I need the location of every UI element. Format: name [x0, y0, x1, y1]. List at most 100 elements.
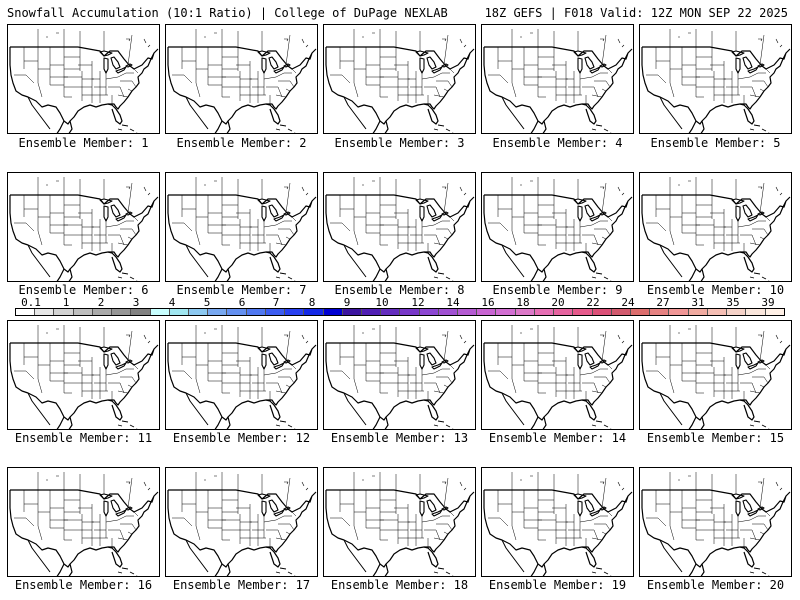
ensemble-member-label: Ensemble Member: 18: [330, 578, 469, 592]
colorbar-segment: [515, 309, 535, 315]
ensemble-member-label: Ensemble Member: 2: [176, 136, 307, 150]
colorbar-tick: 8: [308, 296, 316, 309]
ensemble-member-label: Ensemble Member: 17: [172, 578, 311, 592]
colorbar-segment: [285, 309, 305, 315]
colorbar-tick: 16: [481, 296, 495, 309]
ensemble-member-map: [639, 172, 792, 282]
ensemble-member-label: Ensemble Member: 15: [646, 431, 785, 445]
ensemble-member-label: Ensemble Member: 13: [330, 431, 469, 445]
colorbar-segment: [131, 309, 151, 315]
ensemble-member-map: [639, 467, 792, 577]
colorbar-tick: 6: [238, 296, 246, 309]
colorbar-segment: [73, 309, 93, 315]
colorbar-tick: 27: [656, 296, 670, 309]
ensemble-member-map: [481, 467, 634, 577]
ensemble-member-map: [323, 320, 476, 430]
colorbar-segment: [592, 309, 612, 315]
colorbar-segment: [631, 309, 651, 315]
colorbar-segment: [92, 309, 113, 315]
ensemble-member-map: [639, 320, 792, 430]
ensemble-member-map: [7, 320, 160, 430]
colorbar-segment: [746, 309, 766, 315]
ensemble-member-label: Ensemble Member: 6: [18, 283, 149, 297]
ensemble-member-label: Ensemble Member: 14: [488, 431, 627, 445]
ensemble-member-map: [165, 320, 318, 430]
ensemble-member-label: Ensemble Member: 19: [488, 578, 627, 592]
colorbar-segment: [188, 309, 209, 315]
ensemble-member-map: [7, 467, 160, 577]
ensemble-member-map: [323, 172, 476, 282]
colorbar-segment: [112, 309, 132, 315]
valid-time-label: 18Z GEFS | F018 Valid: 12Z MON SEP 22 20…: [484, 6, 788, 20]
ensemble-member-map: [165, 24, 318, 134]
colorbar-tick: 9: [343, 296, 351, 309]
map-title: Snowfall Accumulation (10:1 Ratio) | Col…: [7, 6, 448, 20]
ensemble-member-label: Ensemble Member: 7: [176, 283, 307, 297]
colorbar-segment: [265, 309, 286, 315]
colorbar-segment: [304, 309, 324, 315]
colorbar-tick: 10: [375, 296, 389, 309]
colorbar-segment: [16, 309, 36, 315]
colorbar-segment: [727, 309, 747, 315]
colorbar-tick: 39: [761, 296, 775, 309]
colorbar-tick: 31: [691, 296, 705, 309]
colorbar-segment: [669, 309, 689, 315]
colorbar-tick: 20: [551, 296, 565, 309]
ensemble-member-label: Ensemble Member: 10: [646, 283, 785, 297]
colorbar-tick: 35: [726, 296, 740, 309]
colorbar-segment: [323, 309, 343, 315]
ensemble-member-label: Ensemble Member: 20: [646, 578, 785, 592]
colorbar-segment: [150, 309, 170, 315]
colorbar-segment: [765, 309, 784, 315]
ensemble-member-map: [7, 24, 160, 134]
colorbar-segment: [554, 309, 574, 315]
ensemble-member-map: [165, 467, 318, 577]
colorbar-segment: [361, 309, 382, 315]
colorbar-segment: [688, 309, 708, 315]
ensemble-member-map: [323, 24, 476, 134]
ensemble-member-label: Ensemble Member: 11: [14, 431, 153, 445]
ensemble-member-label: Ensemble Member: 5: [650, 136, 781, 150]
colorbar-tick: 14: [446, 296, 460, 309]
colorbar-segment: [438, 309, 459, 315]
colorbar-segment: [381, 309, 401, 315]
colorbar-tick: 2: [97, 296, 105, 309]
colorbar-segment: [458, 309, 478, 315]
ensemble-member-label: Ensemble Member: 1: [18, 136, 149, 150]
colorbar-segment: [35, 309, 55, 315]
colorbar-tick: 24: [621, 296, 635, 309]
colorbar-tick: 18: [516, 296, 530, 309]
colorbar-tick: 0.1: [21, 296, 41, 309]
colorbar-tick: 3: [132, 296, 140, 309]
ensemble-member-map: [481, 172, 634, 282]
ensemble-member-label: Ensemble Member: 4: [492, 136, 623, 150]
colorbar-segment: [650, 309, 670, 315]
colorbar-tick: 22: [586, 296, 600, 309]
colorbar-segment: [573, 309, 593, 315]
ensemble-member-map: [481, 24, 634, 134]
colorbar-segment: [534, 309, 555, 315]
colorbar-segment: [342, 309, 362, 315]
colorbar-tick: 4: [168, 296, 176, 309]
colorbar-tick: 12: [411, 296, 425, 309]
ensemble-member-map: [639, 24, 792, 134]
ensemble-member-label: Ensemble Member: 9: [492, 283, 623, 297]
ensemble-member-map: [323, 467, 476, 577]
colorbar-segment: [477, 309, 497, 315]
colorbar-tick: 5: [203, 296, 211, 309]
colorbar-tick: 1: [62, 296, 70, 309]
ensemble-member-label: Ensemble Member: 3: [334, 136, 465, 150]
colorbar-segment: [208, 309, 228, 315]
snowfall-colorbar: [15, 308, 785, 316]
colorbar-tick: 7: [272, 296, 280, 309]
ensemble-member-label: Ensemble Member: 12: [172, 431, 311, 445]
ensemble-member-label: Ensemble Member: 16: [14, 578, 153, 592]
ensemble-member-map: [7, 172, 160, 282]
colorbar-segment: [496, 309, 516, 315]
colorbar-segment: [611, 309, 631, 315]
colorbar-segment: [246, 309, 266, 315]
colorbar-segment: [227, 309, 247, 315]
ensemble-member-map: [481, 320, 634, 430]
colorbar-segment: [707, 309, 728, 315]
colorbar-segment: [419, 309, 439, 315]
